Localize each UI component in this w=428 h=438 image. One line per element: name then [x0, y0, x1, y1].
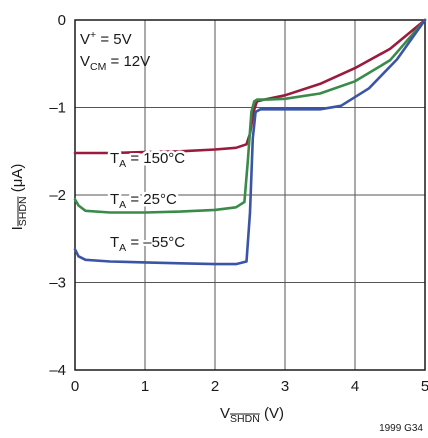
y-tick-label: –1 [49, 100, 66, 117]
x-tick-label: 1 [141, 378, 149, 395]
figure-code: 1999 G34 [379, 423, 423, 434]
tick-labels: 0 1 2 3 4 5 0 –1 –2 –3 –4 [49, 12, 428, 395]
x-tick-label: 5 [421, 378, 428, 395]
y-tick-label: –4 [49, 362, 66, 379]
y-tick-label: –3 [49, 275, 66, 292]
x-tick-label: 3 [281, 378, 289, 395]
series-label-1: TA = 25°C [110, 191, 177, 211]
x-tick-label: 0 [71, 378, 79, 395]
x-tick-label: 4 [351, 378, 359, 395]
series-group [73, 18, 427, 266]
x-axis-label: VSHDN (V) [220, 405, 284, 425]
y-tick-label: 0 [58, 12, 66, 29]
series-line-2 [73, 18, 427, 266]
y-axis-label: ISHDN (μA) [9, 164, 29, 231]
y-tick-label: –2 [49, 187, 66, 204]
plot-frame [74, 19, 426, 371]
series-line-1 [73, 18, 427, 214]
series-labels: TA = 150°C TA = 25°C TA = –55°C [108, 148, 188, 257]
series-label-2: TA = –55°C [110, 234, 185, 254]
condition-vcm: VCM = 12V [80, 53, 150, 73]
x-tick-label: 2 [211, 378, 219, 395]
y-axis-label-group: ISHDN (μA) [9, 164, 29, 231]
condition-vplus: V+ = 5V [80, 29, 132, 48]
series-label-0: TA = 150°C [110, 150, 185, 170]
